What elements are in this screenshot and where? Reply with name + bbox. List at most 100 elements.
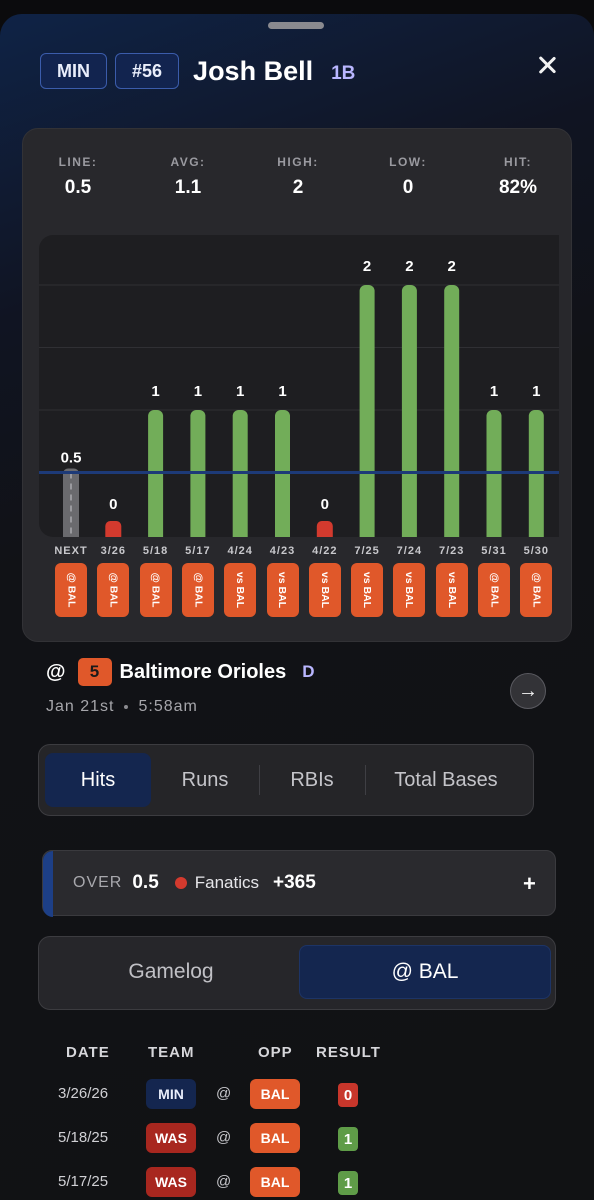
player-position: 1B <box>331 63 356 84</box>
team-badge: MIN <box>40 53 107 89</box>
row-opponent-badge: BAL <box>250 1079 300 1109</box>
x-axis-game[interactable]: 7/24 vs BAL <box>386 545 432 617</box>
tab-label: RBIs <box>290 768 334 791</box>
matchup-grade: D <box>302 662 315 681</box>
drag-handle[interactable] <box>268 22 324 29</box>
expand-plus-icon[interactable]: + <box>523 871 536 896</box>
x-axis-game[interactable]: 5/30 @ BAL <box>513 545 559 617</box>
tab-runs[interactable]: Runs <box>181 768 229 791</box>
row-result-badge: 1 <box>338 1127 358 1151</box>
opponent-badge: @ BAL <box>55 563 87 617</box>
opponent-label: vs BAL <box>361 571 374 609</box>
opponent-badge: vs BAL <box>351 563 384 617</box>
bar-value-label: 0 <box>109 496 117 513</box>
segment-gamelog[interactable]: Gamelog <box>128 960 214 983</box>
odds-row[interactable]: OVER 0.5 Fanatics +365 + <box>42 850 556 917</box>
row-result-badge: 0 <box>338 1083 358 1107</box>
stat-low: LOW: 0 <box>353 155 463 199</box>
bar-value-label: 1 <box>194 383 202 400</box>
stat-label: HIGH: <box>277 155 319 169</box>
x-axis-game[interactable]: 4/23 vs BAL <box>260 545 306 617</box>
opponent-badge: @ BAL <box>181 563 214 617</box>
table-row[interactable]: 5/17/25 WAS @ BAL 1 <box>40 1165 400 1199</box>
x-tick-label: 5/31 <box>481 545 507 557</box>
opponent-label: @ BAL <box>488 572 500 608</box>
tab-hits[interactable]: Hits <box>45 753 151 807</box>
stat-high: HIGH: 2 <box>243 155 353 199</box>
column-header-date: DATE <box>66 1044 110 1061</box>
x-tick-label: 5/17 <box>185 545 211 557</box>
row-date: 5/18/25 <box>58 1129 109 1146</box>
odds-line: 0.5 <box>132 872 159 893</box>
hits-bar-chart[interactable]: 0 1 1 1 1 0 2 2 2 1 1 0.5 <box>39 235 559 537</box>
next-game-info: @ 5 Baltimore Orioles D Jan 21st 5:58am <box>46 658 566 716</box>
close-icon[interactable] <box>532 50 562 80</box>
x-axis-game[interactable]: 7/25 vs BAL <box>344 545 390 617</box>
segment-vs-opponent[interactable]: @ BAL <box>299 945 551 999</box>
stat-label: HIT: <box>504 155 532 169</box>
table-row[interactable]: 3/26/26 MIN @ BAL 0 <box>40 1077 400 1111</box>
x-tick-label: 7/25 <box>354 545 380 557</box>
x-axis-game[interactable]: 7/23 vs BAL <box>429 545 475 617</box>
column-header-opp: OPP <box>258 1044 293 1061</box>
opponent-badge: @ BAL <box>520 563 553 617</box>
player-name: Josh Bell <box>193 55 314 86</box>
opponent-name: Baltimore Orioles <box>119 660 287 683</box>
opponent-badge: @ BAL <box>478 563 510 617</box>
x-axis-game[interactable]: 5/17 @ BAL <box>175 545 221 617</box>
bar-value-label: 2 <box>405 258 413 275</box>
arrow-right-icon[interactable]: → <box>510 673 546 709</box>
row-away-indicator: @ <box>216 1173 232 1190</box>
chart-x-axis: NEXT @ BAL 3/26 @ BAL 5/18 @ BAL 5/17 @ BAL 4/24… <box>39 545 573 625</box>
player-sheet: MIN #56 Josh Bell 1B LINE: 0.5 AVG: 1.1 HI… <box>0 14 594 1200</box>
bar-over <box>401 285 417 537</box>
stat-hit-rate: HIT: 82% <box>463 155 573 199</box>
bar-value-label: 1 <box>532 383 540 400</box>
stat-line: LINE: 0.5 <box>23 155 133 199</box>
sportsbook-name: Fanatics <box>194 873 260 892</box>
game-date: Jan 21st <box>46 698 115 715</box>
opponent-badge: @ BAL <box>139 563 172 617</box>
opponent-label: vs BAL <box>276 571 289 609</box>
stat-type-tabs: Hits Runs RBIs Total Bases <box>38 744 534 816</box>
tab-label: Total Bases <box>394 768 498 791</box>
opponent-badge: vs BAL <box>435 563 468 617</box>
x-axis-game[interactable]: 5/31 @ BAL <box>471 545 517 617</box>
row-team-badge: WAS <box>146 1123 196 1153</box>
stat-value: 1.1 <box>174 177 202 198</box>
sportsbook-icon <box>174 877 187 889</box>
row-opponent-badge: BAL <box>250 1167 300 1197</box>
x-axis-game[interactable]: 4/22 vs BAL <box>302 545 348 617</box>
bar-under <box>105 521 122 537</box>
x-axis-game[interactable]: NEXT @ BAL <box>48 545 94 617</box>
opponent-label: @ BAL <box>65 572 77 608</box>
bar-over <box>359 285 375 537</box>
opponent-badge: vs BAL <box>308 563 341 617</box>
x-axis-game[interactable]: 3/26 @ BAL <box>90 545 136 617</box>
opponent-label: @ BAL <box>530 572 543 608</box>
jersey-number-badge: #56 <box>115 53 180 89</box>
table-row[interactable]: 5/18/25 WAS @ BAL 1 <box>40 1121 400 1155</box>
row-team-badge: WAS <box>146 1167 196 1197</box>
opponent-badge: vs BAL <box>393 563 426 617</box>
prop-card: LINE: 0.5 AVG: 1.1 HIGH: 2 LOW: 0 HIT: 82% 0 1… <box>22 128 572 642</box>
stat-avg: AVG: 1.1 <box>133 155 243 199</box>
x-tick-label: 3/26 <box>100 545 126 557</box>
bar-under <box>316 521 333 537</box>
opponent-label: @ BAL <box>149 572 162 608</box>
bar-value-label: 2 <box>363 258 371 275</box>
prop-line-label: 0.5 <box>61 450 82 467</box>
x-axis-game[interactable]: 4/24 vs BAL <box>217 545 263 617</box>
away-indicator: @ <box>46 660 66 683</box>
player-header: MIN #56 Josh Bell 1B <box>40 52 355 90</box>
odds-side: OVER <box>73 874 123 891</box>
bar-value-label: 1 <box>151 383 159 400</box>
tab-rbis[interactable]: RBIs <box>259 753 365 807</box>
stat-value: 0 <box>402 177 414 198</box>
stat-label: LOW: <box>389 155 427 169</box>
tab-total-bases[interactable]: Total Bases <box>365 753 527 807</box>
x-axis-game[interactable]: 5/18 @ BAL <box>133 545 179 617</box>
stat-value: 2 <box>292 177 304 198</box>
row-date: 5/17/25 <box>58 1173 109 1190</box>
odds-price: +365 <box>273 872 316 893</box>
